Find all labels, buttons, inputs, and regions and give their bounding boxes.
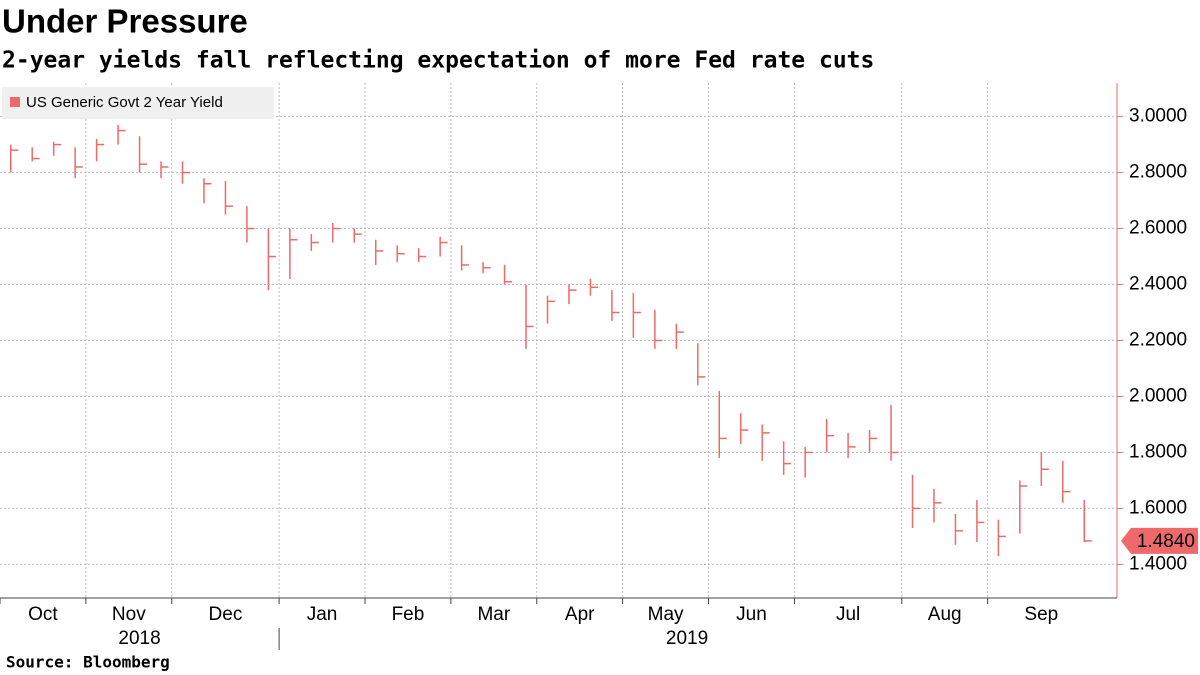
x-tick-label: Jun <box>736 604 767 625</box>
y-tick-label: 1.4000 <box>1129 553 1187 574</box>
x-tick-label: Nov <box>112 604 146 625</box>
x-tick-label: Oct <box>28 604 58 625</box>
y-tick-label: 2.4000 <box>1129 274 1187 295</box>
x-tick-label: Feb <box>392 604 425 625</box>
x-tick-label: Jan <box>307 604 338 625</box>
x-tick-label: Jul <box>836 604 860 625</box>
last-value-label: 1.4840 <box>1137 531 1195 552</box>
last-value-tag <box>1121 527 1198 554</box>
legend-box <box>2 87 274 119</box>
legend-swatch <box>10 97 20 107</box>
y-tick-label: 3.0000 <box>1129 106 1187 127</box>
year-label: 2018 <box>118 628 160 649</box>
y-tick-label: 2.6000 <box>1129 218 1187 239</box>
y-tick-label: 2.2000 <box>1129 330 1187 351</box>
x-tick-label: Sep <box>1024 604 1058 625</box>
chart-subtitle: 2-year yields fall reflecting expectatio… <box>2 48 874 74</box>
chart-title: Under Pressure <box>2 3 248 40</box>
x-tick-label: Aug <box>928 604 962 625</box>
y-tick-label: 1.6000 <box>1129 497 1187 518</box>
y-tick-label: 1.8000 <box>1129 441 1187 462</box>
source: Source: Bloomberg <box>6 653 170 672</box>
legend-label: US Generic Govt 2 Year Yield <box>26 94 223 111</box>
x-tick-label: Mar <box>477 604 510 625</box>
x-tick-label: Dec <box>209 604 243 625</box>
x-tick-label: Apr <box>565 604 595 625</box>
year-label: 2019 <box>666 628 708 649</box>
x-tick-label: May <box>648 604 684 625</box>
y-tick-label: 2.8000 <box>1129 162 1187 183</box>
y-tick-label: 2.0000 <box>1129 385 1187 406</box>
